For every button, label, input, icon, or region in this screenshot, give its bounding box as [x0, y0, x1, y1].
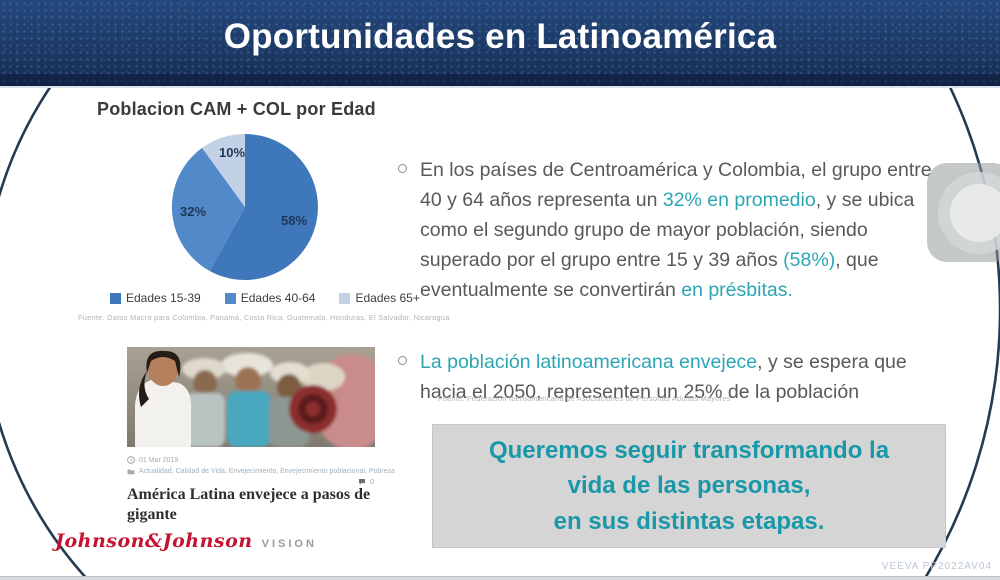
bullet-circle-icon: [398, 356, 407, 365]
legend-swatch-15-39: [110, 292, 121, 304]
legend-swatch-40-64: [224, 292, 236, 304]
pie-slice-40-64: [171, 147, 245, 271]
cta-line-2: vida de las personas,: [567, 472, 811, 500]
camera-lens-ring: [938, 172, 1000, 254]
article-categories-row: Actualidad, Calidad de Vida, Envejecimie…: [127, 468, 395, 475]
article-comment-count: 0: [370, 478, 374, 486]
legend-item-15-39: Edades 15-39: [110, 291, 201, 305]
bullet-aging: La población latinoamericana envejece, y…: [398, 347, 954, 407]
slide-header: Oportunidades en Latinoamérica: [0, 0, 1000, 88]
legend-label-15-39: Edades 15-39: [126, 291, 201, 305]
pie-slice-65plus: [202, 133, 245, 207]
jnj-vision-label: VISION: [261, 538, 317, 550]
veeva-watermark: VEEVA PP2022AV04: [881, 561, 992, 572]
article-categories: Actualidad, Calidad de Vida, Envejecimie…: [139, 468, 395, 475]
chart-title: Poblacion CAM + COL por Edad: [97, 99, 376, 119]
legend-item-40-64: Edades 40-64: [224, 291, 316, 305]
bullet-demographics: En los países de Centroamérica y Colombi…: [398, 155, 954, 305]
cta-line-3: en sus distintas etapas.: [553, 507, 825, 535]
jnj-script-wordmark: Johnson&Johnson: [55, 530, 253, 552]
article-date: 01 Mar 2019: [139, 456, 179, 464]
pie-chart: 58% 32% 10%: [160, 130, 338, 297]
pie-label-32: 32%: [180, 204, 206, 219]
chart-source: Fuente: Datos Macro para Colombia, Panam…: [78, 313, 450, 322]
pie-slice-15-39: [209, 134, 318, 280]
cta-line-1: Queremos seguir transformando la: [488, 436, 890, 464]
pie-legend: Edades 15-39 Edades 40-64 Edades 65+: [110, 291, 420, 305]
clock-icon: [127, 456, 135, 464]
article-date-row: 01 Mar 2019: [127, 456, 178, 464]
article-comments: 0: [352, 478, 374, 486]
header-bottom-band: [0, 74, 1000, 86]
bullet-circle-icon: [398, 164, 407, 173]
pie-label-58: 58%: [281, 213, 307, 228]
camera-lens-icon: [950, 184, 1000, 242]
camera-widget-overlay[interactable]: [927, 163, 1000, 262]
cta-box: Queremos seguir transformando la vida de…: [432, 424, 946, 548]
bottom-edge-strip: [0, 576, 1000, 580]
aging-source: Fuente: Federación Iberoamericana de Aso…: [438, 394, 731, 403]
bullet-aging-text: La población latinoamericana envejece, y…: [420, 351, 907, 403]
legend-label-40-64: Edades 40-64: [240, 291, 316, 305]
pie-slices: [171, 133, 318, 280]
slide-title: Oportunidades en Latinoamérica: [223, 17, 777, 56]
pie-label-10: 10%: [219, 145, 245, 160]
jnj-vision-logo: Johnson&Johnson VISION: [55, 530, 317, 552]
article-photo: [127, 347, 375, 447]
legend-swatch-65plus: [339, 292, 351, 304]
legend-item-65plus: Edades 65+: [339, 291, 420, 305]
comment-icon: [359, 479, 366, 485]
folder-icon: [127, 469, 135, 475]
crowd-photo-illustration: [127, 347, 375, 447]
article-headline: América Latina envejece a pasos de gigan…: [127, 486, 371, 523]
bullet-demographics-text: En los países de Centroamérica y Colombi…: [420, 159, 932, 301]
legend-label-65plus: Edades 65+: [355, 291, 420, 305]
